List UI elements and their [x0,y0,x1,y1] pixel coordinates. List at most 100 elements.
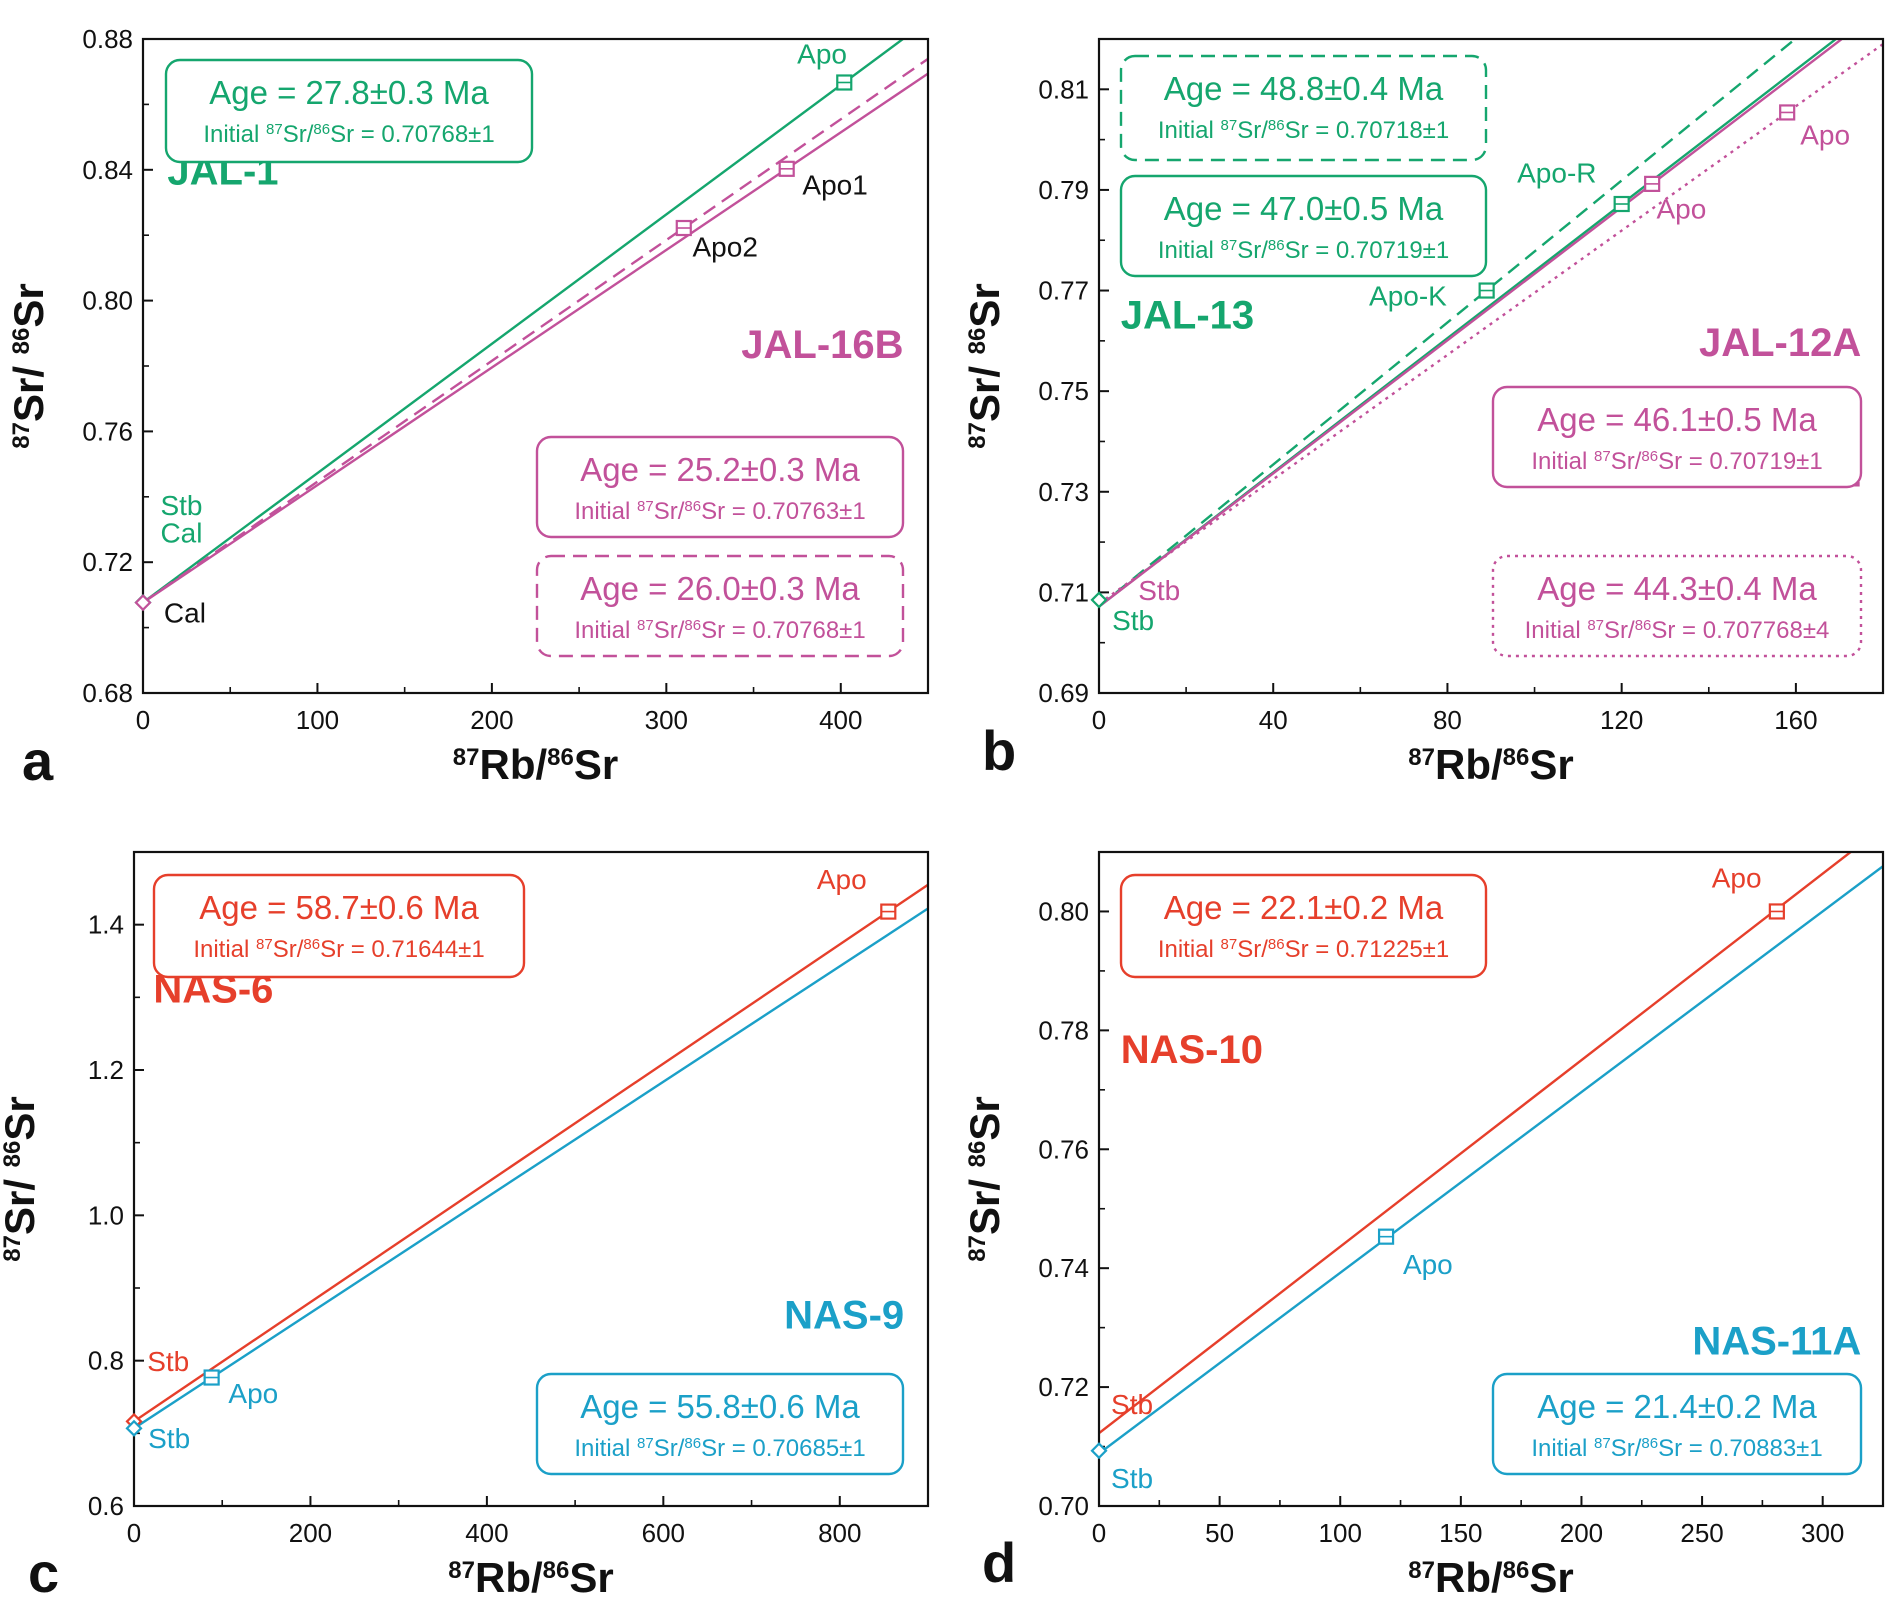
age-value: Age = 47.0±0.5 Ma [1164,190,1444,227]
x-tick-label: 800 [818,1518,861,1548]
sample-name: NAS-9 [784,1294,904,1338]
age-box-frame [152,873,526,979]
y-tick-label: 0.72 [1038,1372,1089,1402]
x-tick-label: 300 [645,705,688,735]
y-tick-label: 0.76 [1038,1134,1089,1164]
y-tick-label: 0.80 [1038,896,1089,926]
age-value: Age = 44.3±0.4 Ma [1537,570,1817,607]
point-label: Apo [228,1378,278,1409]
point-label: Apo [1800,120,1850,151]
point-label: Stb [1111,1389,1153,1420]
y-tick-label: 0.80 [82,286,133,316]
point-label: Apo2 [693,231,758,262]
panel-letter: a [22,729,54,792]
data-point-diamond [1090,1442,1108,1460]
x-tick-label: 100 [1319,1518,1362,1548]
panel-b: 0 40 80 120 160 0.69 0.71 0.73 0.75 0.77 0.79 0.81 8… [961,37,1885,788]
age-box: Age = 22.1±0.2 Ma Initial 87Sr/86Sr = 0.7… [1119,873,1488,979]
y-tick-label: 0.68 [82,678,133,708]
y-tick-label: 0.79 [1038,175,1089,205]
y-axis-title: 87Sr/ 86Sr [0,1096,43,1261]
x-axis-title: 87Rb/86Sr [1408,741,1573,788]
point-label: Apo [797,39,847,70]
point-label: Cal [160,518,202,549]
y-axis-title: 87Sr/ 86Sr [961,283,1008,448]
isochron-line-jal-13-dashed [1099,39,1798,608]
isochron-line-jal-1-solid [143,39,905,604]
isochron-line-jal-12a-solid [1099,39,1844,608]
initial-ratio: Initial 87Sr/86Sr = 0.70719±1 [1158,237,1449,264]
x-tick-label: 200 [470,705,513,735]
point-label: Stb [147,1346,189,1377]
point-label: Cal [164,598,206,629]
data-point-diamond [125,1419,143,1437]
age-value: Age = 21.4±0.2 Ma [1537,1388,1817,1425]
data-point-diamond [134,594,152,612]
age-box: Age = 44.3±0.4 Ma Initial 87Sr/86Sr = 0.7… [1491,554,1863,658]
initial-ratio: Initial 87Sr/86Sr = 0.70768±1 [203,121,494,148]
point-label: Stb [1138,575,1180,606]
initial-ratio: Initial 87Sr/86Sr = 0.70685±1 [574,1435,865,1462]
x-tick-label: 80 [1433,705,1462,735]
y-axis-title: 87Sr/ 86Sr [5,283,52,448]
y-tick-label: 0.77 [1038,276,1089,306]
age-value: Age = 27.8±0.3 Ma [209,74,489,111]
y-tick-label: 1.2 [88,1055,124,1085]
point-label: Apo1 [802,169,867,200]
isochron-line-nas-11a-solid [1099,865,1883,1455]
age-box: Age = 21.4±0.2 Ma Initial 87Sr/86Sr = 0.7… [1491,1372,1863,1476]
sample-name: JAL-12A [1699,321,1861,365]
age-value: Age = 46.1±0.5 Ma [1537,401,1817,438]
x-tick-label: 600 [642,1518,685,1548]
x-tick-label: 300 [1801,1518,1844,1548]
age-value: Age = 26.0±0.3 Ma [580,570,860,607]
y-tick-label: 0.6 [88,1491,124,1521]
initial-ratio: Initial 87Sr/86Sr = 0.70718±1 [1158,117,1449,144]
x-tick-label: 150 [1439,1518,1482,1548]
initial-ratio: Initial 87Sr/86Sr = 0.70768±1 [574,617,865,644]
y-tick-label: 0.70 [1038,1491,1089,1521]
x-axis-title: 87Rb/86Sr [453,741,618,788]
x-tick-label: 0 [1092,705,1106,735]
age-value: Age = 55.8±0.6 Ma [580,1388,860,1425]
age-box: Age = 55.8±0.6 Ma Initial 87Sr/86Sr = 0.7… [535,1372,905,1476]
y-tick-label: 0.8 [88,1346,124,1376]
sample-name: JAL-16B [741,323,903,367]
x-tick-label: 0 [136,705,150,735]
x-tick-label: 100 [296,705,339,735]
initial-ratio: Initial 87Sr/86Sr = 0.71644±1 [193,936,484,963]
x-tick-label: 400 [465,1518,508,1548]
point-label: Apo [817,864,867,895]
point-label: Apo [1657,194,1707,225]
x-tick-label: 120 [1600,705,1643,735]
isochron-line-jal-16b-solid [143,72,928,604]
y-tick-label: 0.84 [82,155,133,185]
x-tick-label: 0 [1092,1518,1106,1548]
initial-ratio: Initial 87Sr/86Sr = 0.70883±1 [1531,1435,1822,1462]
point-label: Stb [1111,1463,1153,1494]
age-box-frame [1119,174,1488,278]
age-box-frame [164,58,534,164]
panel-letter: d [982,1531,1016,1594]
age-value: Age = 25.2±0.3 Ma [580,451,860,488]
age-box: Age = 25.2±0.3 Ma Initial 87Sr/86Sr = 0.7… [535,435,905,539]
x-tick-label: 40 [1259,705,1288,735]
panel-letter: c [28,1541,59,1604]
age-value: Age = 22.1±0.2 Ma [1164,889,1444,926]
panel-d: 0 50 100 150 200 250 300 0.70 0.72 0.74 0.76 0.78 0.… [961,850,1885,1601]
age-box: Age = 58.7±0.6 Ma Initial 87Sr/86Sr = 0.7… [152,873,526,979]
sample-name: JAL-13 [1121,293,1254,337]
y-tick-label: 0.74 [1038,1253,1089,1283]
age-box-frame [1491,1372,1863,1476]
plot-frame [1097,850,1885,1508]
x-tick-label: 250 [1680,1518,1723,1548]
y-axis-title: 87Sr/ 86Sr [961,1096,1008,1261]
age-box-frame [1119,54,1488,162]
age-box: Age = 27.8±0.3 Ma Initial 87Sr/86Sr = 0.7… [164,58,534,164]
plot-frame [1097,37,1885,695]
age-box: Age = 47.0±0.5 Ma Initial 87Sr/86Sr = 0.7… [1119,174,1488,278]
x-tick-label: 400 [819,705,862,735]
x-tick-label: 200 [1560,1518,1603,1548]
x-tick-label: 200 [289,1518,332,1548]
